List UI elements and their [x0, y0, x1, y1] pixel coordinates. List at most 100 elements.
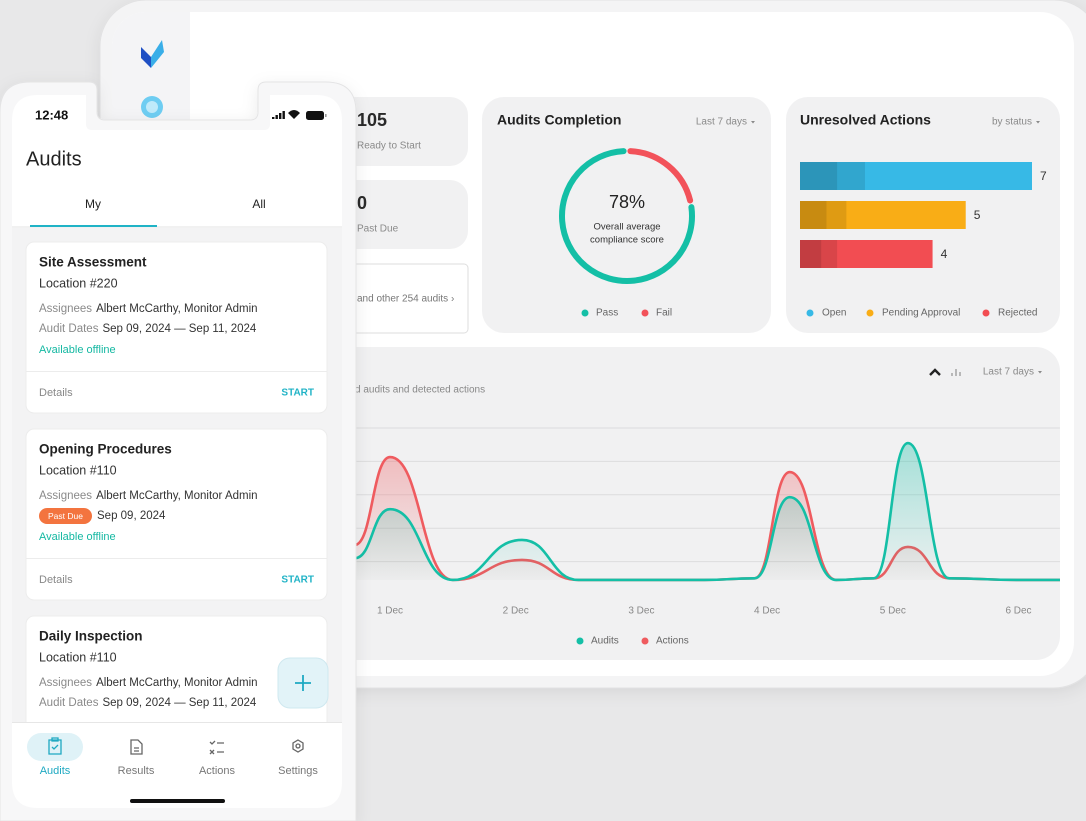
bar-value: 4 [941, 247, 948, 261]
nav-active [27, 733, 83, 761]
stat-label: Ready to Start [357, 141, 421, 152]
status-battery [306, 111, 324, 120]
legend-label: Actions [656, 636, 689, 647]
card-subtitle: d audits and detected actions [355, 385, 485, 396]
legend-dot [581, 309, 589, 317]
nav-icon[interactable] [48, 737, 62, 755]
donut-arc [559, 148, 695, 284]
start-button[interactable]: START [281, 388, 314, 399]
donut-arc [627, 148, 694, 204]
audit-location: Location #220 [39, 276, 118, 290]
legend-label: Audits [591, 636, 619, 647]
audit-card[interactable] [25, 428, 328, 601]
card [300, 347, 1060, 660]
nav-icon[interactable] [209, 740, 224, 755]
legend-dot [641, 309, 649, 317]
audit-title: Opening Procedures [39, 442, 172, 457]
x-tick-label: 6 Dec [1005, 606, 1031, 617]
tab[interactable]: My [85, 197, 101, 211]
bar-shade [800, 162, 838, 190]
legend-dot [576, 637, 584, 645]
badge-text: Past Due [48, 511, 83, 521]
field-label: Audit Dates [39, 323, 99, 335]
card-divider [26, 371, 327, 372]
nav-icon[interactable] [130, 739, 143, 755]
x-tick-label: 4 Dec [754, 606, 780, 617]
bar-shade [800, 240, 838, 268]
status-wifi [288, 110, 300, 119]
audit-location: Location #110 [39, 650, 117, 664]
chart-toggle[interactable] [929, 368, 941, 376]
filter-label[interactable]: Last 7 days [983, 367, 1034, 378]
audit-title: Daily Inspection [39, 629, 143, 644]
audit-card[interactable] [25, 241, 328, 414]
status-signal [275, 115, 278, 119]
card [482, 97, 771, 333]
line [354, 441, 1060, 582]
x-tick-label: 1 Dec [377, 606, 403, 617]
donut-center: 78% [609, 192, 645, 212]
badge [39, 508, 92, 524]
tab-divider [12, 226, 342, 228]
stat-value: 105 [357, 110, 387, 130]
legend-label: Rejected [998, 308, 1037, 319]
logo [141, 47, 151, 68]
area [354, 443, 1060, 580]
caret [1038, 371, 1042, 374]
more-link[interactable]: and other 254 audits › [357, 294, 454, 305]
field-label: Audit Dates [39, 697, 99, 709]
x-tick-label: 5 Dec [880, 606, 906, 617]
nav-label[interactable]: Settings [278, 765, 318, 777]
filter-label[interactable]: Last 7 days [696, 117, 747, 128]
bar-value: 5 [974, 208, 981, 222]
bar-shade [800, 240, 822, 268]
legend-label: Pending Approval [882, 308, 960, 319]
nav-label[interactable]: Actions [199, 765, 236, 777]
card-title: Audits Completion [497, 112, 621, 128]
nav-icon[interactable] [292, 739, 304, 753]
audit-dates: Sep 09, 2024 — Sep 11, 2024 [102, 323, 256, 335]
assignees: Albert McCarthy, Monitor Admin [96, 677, 257, 689]
filter-label[interactable]: by status [992, 117, 1032, 128]
legend-dot [982, 309, 990, 317]
details-link[interactable]: Details [39, 387, 73, 399]
legend-dot [866, 309, 874, 317]
nav-label[interactable]: Results [118, 765, 155, 777]
caret [1036, 121, 1040, 124]
bar [800, 201, 966, 229]
audit-dates: Sep 09, 2024 — Sep 11, 2024 [102, 697, 256, 709]
donut-caption: compliance score [590, 235, 664, 246]
status-time: 12:48 [35, 107, 68, 122]
bar-shade [800, 162, 865, 190]
home-indicator [130, 799, 225, 803]
x-tick-label: 3 Dec [628, 606, 654, 617]
bar-shade [800, 201, 847, 229]
stat-label: Past Due [357, 224, 399, 235]
chart-toggle[interactable] [951, 369, 961, 376]
nav-icon [146, 101, 158, 113]
bottom-nav [12, 722, 342, 723]
status-signal [279, 113, 282, 119]
details-link[interactable]: Details [39, 574, 73, 586]
fab-icon [295, 675, 311, 691]
start-button[interactable]: START [281, 575, 314, 586]
field-label: Assignees [39, 490, 92, 502]
assignees: Albert McCarthy, Monitor Admin [96, 490, 257, 502]
nav-label[interactable]: Audits [40, 765, 71, 777]
stat-value: 0 [357, 193, 367, 213]
bar [800, 162, 1032, 190]
bar-value: 7 [1040, 169, 1047, 183]
legend-label: Open [822, 308, 846, 319]
status-battery-tip [325, 114, 327, 117]
audit-dates: Sep 09, 2024 [97, 510, 166, 522]
screen-title: Audits [26, 148, 82, 170]
audit-location: Location #110 [39, 463, 117, 477]
audit-title: Site Assessment [39, 255, 147, 270]
bar [800, 240, 933, 268]
legend-dot [806, 309, 814, 317]
status-signal [282, 111, 285, 119]
offline-status: Available offline [39, 531, 116, 543]
tab[interactable]: All [252, 197, 265, 211]
assignees: Albert McCarthy, Monitor Admin [96, 303, 257, 315]
field-label: Assignees [39, 303, 92, 315]
